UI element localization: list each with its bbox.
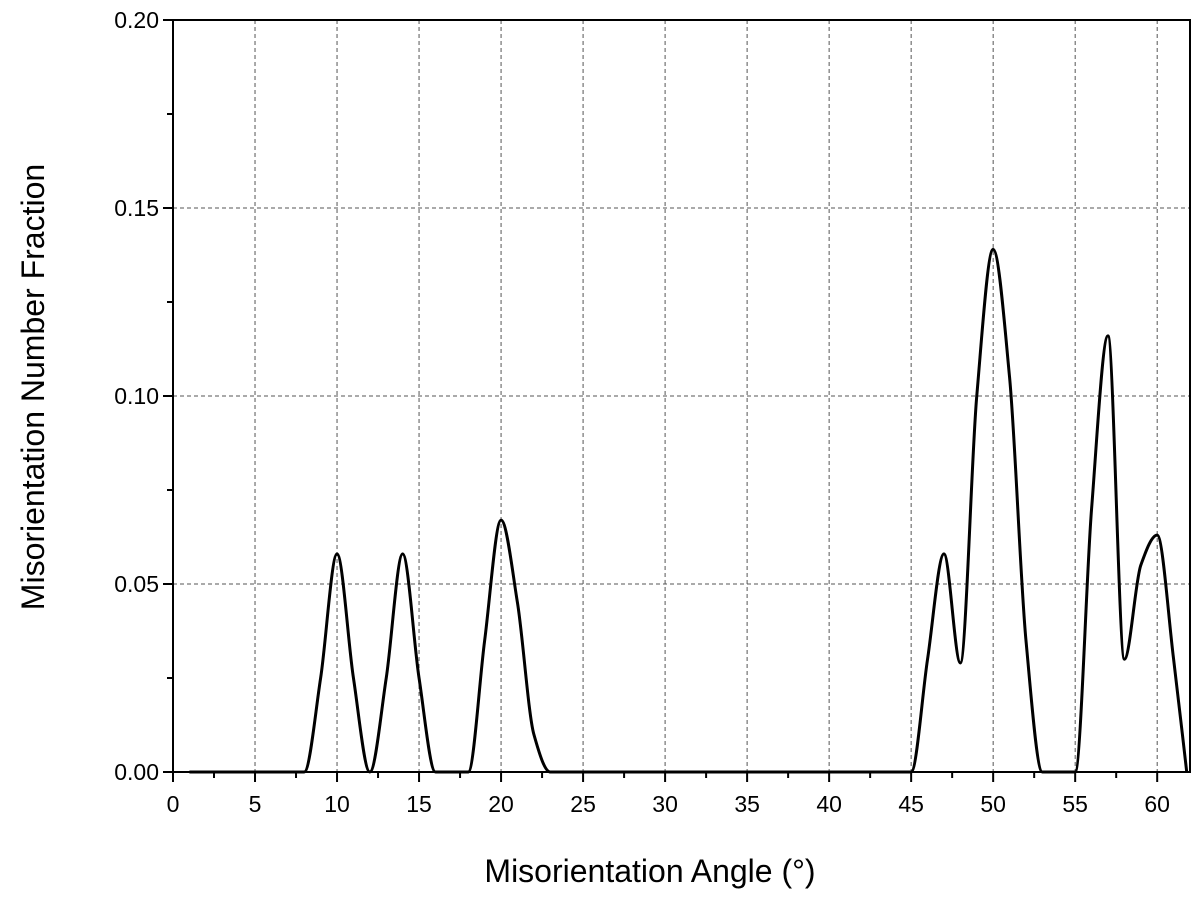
- y-tick-label: 0.15: [114, 195, 159, 221]
- x-tick-label: 30: [652, 791, 678, 817]
- x-tick-labels: 0 5 10 15 20 25 30 35 40 45 50 55 60: [167, 791, 1170, 817]
- x-tick-label: 0: [167, 791, 180, 817]
- y-tick-label: 0.00: [114, 759, 159, 785]
- data-line: [189, 247, 1189, 774]
- x-axis-title: Misorientation Angle (°): [484, 853, 815, 889]
- x-tick-label: 10: [324, 791, 350, 817]
- x-tick-label: 50: [980, 791, 1006, 817]
- x-tick-label: 35: [734, 791, 760, 817]
- x-tick-label: 60: [1144, 791, 1170, 817]
- y-tick-label: 0.05: [114, 571, 159, 597]
- y-tick-label: 0.20: [114, 7, 159, 33]
- y-tick-labels: 0.00 0.05 0.10 0.15 0.20: [114, 7, 159, 785]
- x-tick-label: 20: [488, 791, 514, 817]
- x-tick-label: 15: [406, 791, 432, 817]
- x-tick-label: 5: [249, 791, 262, 817]
- x-tick-label: 40: [816, 791, 842, 817]
- axis-ticks: [163, 19, 1159, 782]
- y-tick-label: 0.10: [114, 383, 159, 409]
- grid: [173, 20, 1190, 772]
- x-tick-label: 55: [1062, 791, 1088, 817]
- x-tick-label: 45: [898, 791, 924, 817]
- y-axis-title: Misorientation Number Fraction: [15, 164, 51, 610]
- x-tick-label: 25: [570, 791, 596, 817]
